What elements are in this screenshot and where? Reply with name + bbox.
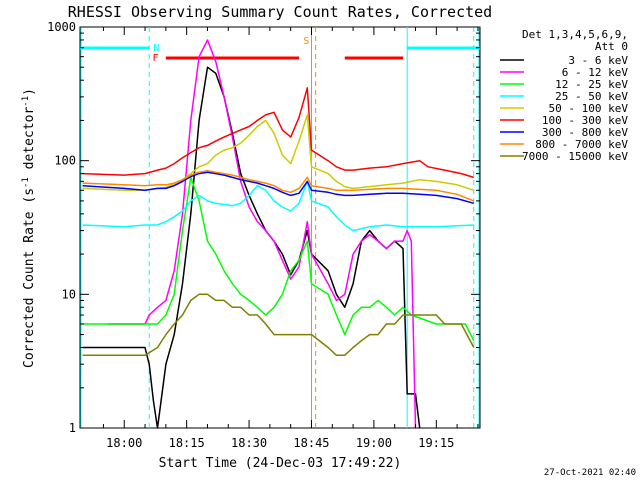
y-tick-label: 10 [62,287,76,301]
series-line [107,39,417,429]
saa-label: S [303,36,309,47]
y-tick-label: 1 [69,421,76,435]
series-line [82,176,475,342]
legend-entry-label: 50 - 100 keV [549,102,629,115]
chart-title: RHESSI Observing Summary Count Rates, Co… [68,3,492,21]
y-axis-label-exp1: -1 [21,177,31,188]
night-label: N [153,43,159,54]
legend-entry-label: 3 - 6 keV [568,54,628,67]
y-axis-label: Corrected Count Rate (s-1 detector-1) [21,88,37,368]
series-line [82,170,475,202]
series-layer [82,39,475,429]
x-tick-label: 18:30 [231,436,267,450]
x-tick-label: 18:45 [293,436,329,450]
x-tick-label: 18:00 [106,436,142,450]
y-axis-label-main: Corrected Count Rate (s [22,188,37,368]
y-axis-label-mid: detector [22,107,37,178]
legend-entry-label: 12 - 25 keV [555,78,628,91]
x-tick-label: 18:15 [169,436,205,450]
plot-frame [79,26,481,429]
series-line [82,180,474,232]
legend-header-line: Att 0 [595,40,628,53]
legend-entry-label: 6 - 12 keV [562,66,629,79]
legend-entry-label: 800 - 7000 keV [535,138,628,151]
flare-label: F [153,53,159,64]
x-tick-label: 19:15 [418,436,454,450]
y-axis-label-exp2: -1 [21,96,31,107]
series-line [82,293,475,357]
series-line [82,87,475,179]
legend-header-line: Det 1,3,4,5,6,9, [522,28,628,41]
legend-entry-label: 7000 - 15000 keV [522,150,628,163]
x-axis-label: Start Time (24-Dec-03 17:49:22) [159,456,402,471]
series-line [82,171,475,205]
legend-entry-label: 25 - 50 keV [555,90,628,103]
legend-entry-label: 300 - 800 keV [542,126,628,139]
legend-entry-label: 100 - 300 keV [542,114,628,127]
y-axis-label-end: ) [22,88,37,96]
x-tick-label: 19:00 [356,436,392,450]
y-tick-label: 100 [54,154,76,168]
y-tick-label: 1000 [47,20,76,34]
annotation-layer: NF S [80,27,480,428]
footer-timestamp: 27-Oct-2021 02:40 [544,468,636,478]
axis-layer: 1 10 100 1000 18:00 18:15 18:30 18:45 19:00 19:15 [47,20,480,450]
